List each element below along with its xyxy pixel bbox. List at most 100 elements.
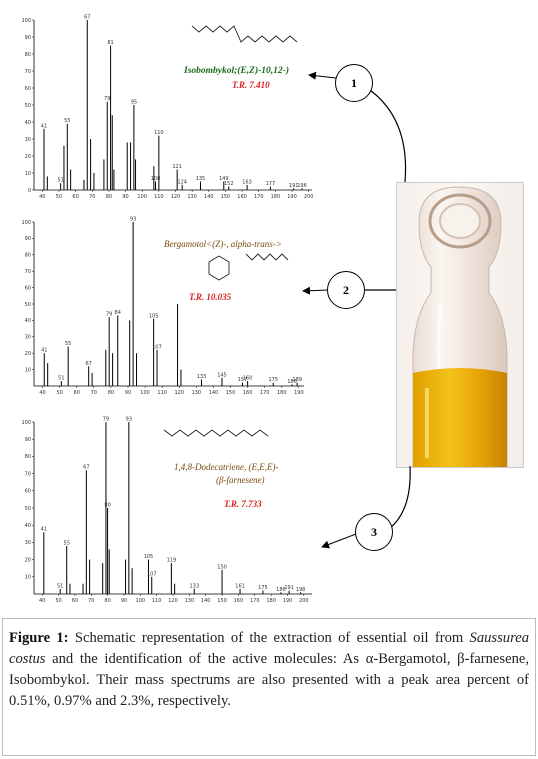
spectrum-3-peak-label: 191 <box>284 585 294 591</box>
spectrum-2-peak-label: 67 <box>85 361 91 367</box>
spectrum-3-x-tick-label: 100 <box>136 598 146 604</box>
spectrum-1-x-tick-label: 160 <box>237 194 247 200</box>
spectrum-3-x-tick-label: 70 <box>88 598 94 604</box>
spectrum-2-x-tick-label: 40 <box>39 390 45 396</box>
spectrum-3-y-tick-label: 90 <box>25 437 31 443</box>
spectrum-2-peak-label: 186 <box>287 379 297 385</box>
spectrum-3-peak-label: 93 <box>126 417 132 423</box>
spectrum-3-peak-label: 79 <box>103 417 109 423</box>
spectrum-1-peak-label: 135 <box>196 176 206 182</box>
spectrum-1-peak-label: 51 <box>57 178 63 184</box>
spectrum-3-y-tick-label: 40 <box>25 523 31 529</box>
spectrum-2-peak-label: 133 <box>197 374 207 380</box>
spectrum-1-molecule-structure <box>191 25 298 43</box>
spectrum-1-peak-label: 95 <box>131 100 137 106</box>
spectrum-2-y-tick-label: 20 <box>25 351 31 357</box>
spectrum-3-peak-label: 105 <box>144 554 154 560</box>
spectrum-2-x-tick-label: 190 <box>294 390 304 396</box>
spectrum-2-x-tick-label: 100 <box>140 390 150 396</box>
spectrum-2-x-tick-label: 80 <box>108 390 114 396</box>
spectrum-2-y-tick-label: 80 <box>25 253 31 259</box>
spectrum-3-peak-label: 150 <box>217 564 227 570</box>
spectrum-1-peak-label: 108 <box>151 176 161 182</box>
spectrum-1-peak-label: 124 <box>177 179 187 185</box>
spectrum-3-peak-label: 107 <box>147 571 157 577</box>
mass-spectrum-3: 100 90 80 70 60 50 40 30 20 10 40 50 60 70 80 90 100 110 1… <box>14 410 322 610</box>
spectrum-1-peak-label: 191 <box>289 183 299 189</box>
spectrum-2-peak-label: 107 <box>152 344 162 350</box>
spectrum-3-x-tick-label: 50 <box>55 598 61 604</box>
spectrum-1-y-tick-label: 90 <box>25 35 31 41</box>
spectrum-2-peak-label: 55 <box>65 341 71 347</box>
spectrum-2-peak-label: 160 <box>243 376 253 382</box>
spectrum-3-x-tick-label: 60 <box>72 598 78 604</box>
spectrum-2-x-tick-label: 130 <box>192 390 202 396</box>
spectrum-1-x-tick-label: 80 <box>106 194 112 200</box>
spectrum-1-x-tick-label: 120 <box>171 194 181 200</box>
spectrum-1-x-tick-label: 200 <box>304 194 314 200</box>
spectrum-3-y-tick-label: 100 <box>21 420 31 426</box>
spectrum-3-x-tick-label: 150 <box>217 598 227 604</box>
spectrum-1-peak-label: 81 <box>107 40 113 46</box>
spectrum-1-y-tick-label: 10 <box>25 171 31 177</box>
spectrum-2-x-tick-label: 110 <box>157 390 167 396</box>
spectrum-1-x-tick-label: 190 <box>287 194 297 200</box>
spectrum-1-peak-label: 55 <box>64 118 70 124</box>
spectrum-2-peak-label: 105 <box>149 313 159 319</box>
mass-spectrum-1: 100 90 80 70 60 50 40 30 20 10 0 40 50 60 70 80 90 100 110… <box>14 8 322 208</box>
spectrum-1-x-tick-label: 140 <box>204 194 214 200</box>
spectrum-3-peak-label: 67 <box>83 465 89 471</box>
spectrum-3-y-tick-label: 80 <box>25 454 31 460</box>
spectrum-2-x-tick-label: 150 <box>226 390 236 396</box>
spectrum-1-peak-label: 67 <box>84 15 90 21</box>
figure-caption: Figure 1: Schematic representation of th… <box>2 618 536 756</box>
spectrum-3-y-tick-label: 30 <box>25 540 31 546</box>
spectrum-1-x-tick-label: 130 <box>187 194 197 200</box>
spectrum-2-x-tick-label: 70 <box>91 390 97 396</box>
spectrum-2-y-tick-label: 50 <box>25 302 31 308</box>
spectrum-1-peak-label: 163 <box>242 179 252 185</box>
spectrum-3-peak-label: 119 <box>167 558 177 564</box>
spectrum-3-compound-name-2: (β-farnesene) <box>216 475 264 485</box>
spectrum-3-x-tick-label: 140 <box>201 598 211 604</box>
spectrum-1-y-tick-label: 100 <box>21 18 31 24</box>
spectrum-1-peak-label: 149 <box>219 176 229 182</box>
spectrum-3-x-tick-label: 200 <box>299 598 309 604</box>
spectrum-2-y-tick-label: 40 <box>25 318 31 324</box>
spectrum-1-x-tick-label: 60 <box>72 194 78 200</box>
spectrum-2-x-tick-label: 160 <box>243 390 253 396</box>
spectrum-2-peak-label: 84 <box>115 310 121 316</box>
mass-spectrum-2: 100 90 80 70 60 50 40 30 20 10 40 50 60 70 80 90 100 110 1… <box>14 214 314 406</box>
spectrum-2-y-tick-label: 100 <box>21 220 31 226</box>
spectrum-1-x-tick-label: 170 <box>254 194 264 200</box>
spectrum-1-x-tick-label: 180 <box>271 194 281 200</box>
spectrum-1-peak-label: 177 <box>266 181 276 187</box>
spectrum-3-peak-label: 55 <box>64 540 70 546</box>
spectrum-2-y-tick-label: 90 <box>25 236 31 242</box>
spectrum-2-x-tick-label: 90 <box>125 390 131 396</box>
spectrum-1-x-tick-label: 100 <box>137 194 147 200</box>
spectrum-2-x-tick-label: 180 <box>277 390 287 396</box>
spectrum-3-y-tick-label: 70 <box>25 471 31 477</box>
spectrum-1-y-tick-label: 0 <box>28 188 31 194</box>
step-badge-1: 1 <box>335 64 373 102</box>
spectrum-2-x-tick-label: 50 <box>56 390 62 396</box>
spectrum-2-retention-time: T.R. 10.035 <box>189 292 232 302</box>
spectrum-3-y-tick-label: 10 <box>25 575 31 581</box>
spectrum-3-peak-label: 133 <box>189 583 199 589</box>
spectrum-2-y-tick-label: 10 <box>25 367 31 373</box>
spectrum-2-peak-label: 145 <box>217 372 227 378</box>
spectrum-3-peak-label: 80 <box>104 503 110 509</box>
spectrum-1-y-tick-label: 20 <box>25 154 31 160</box>
spectrum-3-x-tick-label: 90 <box>121 598 127 604</box>
spectrum-2-peak-label: 41 <box>41 348 47 354</box>
spectrum-1-x-tick-label: 150 <box>221 194 231 200</box>
spectrum-2-y-tick-label: 60 <box>25 285 31 291</box>
spectrum-3-y-tick-label: 20 <box>25 557 31 563</box>
spectrum-2-y-tick-label: 70 <box>25 269 31 275</box>
spectrum-1-peak-label: 110 <box>154 130 164 136</box>
spectrum-3-retention-time: T.R. 7.733 <box>224 499 262 509</box>
caption-text-b: and the identification of the active mol… <box>9 651 529 709</box>
spectrum-1-peak-label: 79 <box>104 96 110 102</box>
spectrum-3-compound-name: 1,4,8-Dodecatriene, (E,E,E)- <box>174 462 278 472</box>
